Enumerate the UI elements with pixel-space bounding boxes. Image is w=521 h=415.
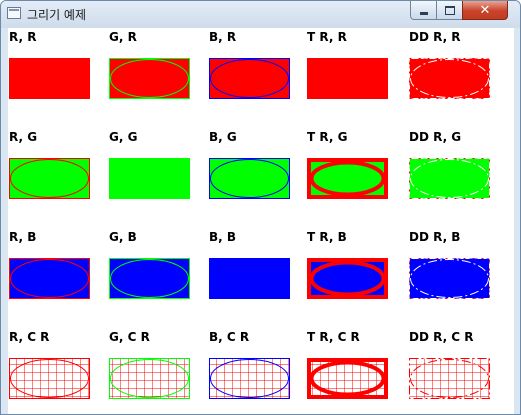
- sample-ellipse: [110, 59, 189, 98]
- shape-label: R, R: [9, 30, 37, 44]
- title-bar[interactable]: 그리기 예제 ✕: [1, 1, 520, 28]
- sample-ellipse: [210, 59, 289, 98]
- shape-label: T R, B: [307, 230, 347, 244]
- maximize-icon: [444, 5, 455, 15]
- sample-ellipse: [309, 160, 386, 197]
- shape-sample: [409, 158, 490, 199]
- sample-dash-outline: [409, 58, 490, 99]
- shape-label: DD R, C R: [409, 330, 474, 344]
- sample-ellipse: [410, 159, 489, 198]
- shape-label: DD R, B: [409, 230, 461, 244]
- sample-ellipse: [10, 359, 89, 398]
- shape-label: R, C R: [9, 330, 50, 344]
- shape-label: B, B: [209, 230, 237, 244]
- shape-sample: [9, 358, 90, 399]
- shape-label: B, C R: [209, 330, 250, 344]
- shape-sample: [209, 258, 290, 299]
- shape-sample: [307, 358, 388, 399]
- sample-ellipse: [110, 159, 189, 198]
- shape-label: G, B: [109, 230, 137, 244]
- shape-sample: [409, 358, 490, 399]
- drawing-surface: [9, 58, 490, 399]
- shape-label: T R, G: [307, 130, 348, 144]
- shape-label: G, G: [109, 130, 138, 144]
- shape-sample: [109, 58, 190, 99]
- sample-ellipse: [309, 360, 386, 397]
- shape-sample: [109, 158, 190, 199]
- sample-ellipse: [410, 259, 489, 298]
- shape-sample: [209, 358, 290, 399]
- shape-label: T R, R: [307, 30, 347, 44]
- shape-sample: [307, 258, 388, 299]
- maximize-button[interactable]: [436, 1, 463, 20]
- shape-label: R, B: [9, 230, 37, 244]
- sample-ellipse: [210, 159, 289, 198]
- sample-ellipse: [10, 59, 89, 98]
- app-window-icon[interactable]: [7, 7, 21, 19]
- shape-label: DD R, R: [409, 30, 461, 44]
- shape-sample: [307, 58, 388, 99]
- shape-sample: [409, 58, 490, 99]
- shape-label: G, R: [109, 30, 137, 44]
- close-button[interactable]: ✕: [462, 1, 508, 20]
- sample-ellipse: [210, 359, 289, 398]
- sample-dash-outline: [409, 158, 490, 199]
- sample-dash-outline: [409, 258, 490, 299]
- window-title: 그리기 예제: [27, 8, 87, 22]
- shape-sample: [9, 158, 90, 199]
- minimize-button[interactable]: [410, 1, 437, 20]
- shape-sample: [109, 358, 190, 399]
- sample-ellipse: [410, 359, 489, 398]
- shape-sample: [209, 58, 290, 99]
- shape-sample: [307, 158, 388, 199]
- shape-sample: [109, 258, 190, 299]
- shape-label: B, G: [209, 130, 237, 144]
- drawing-canvas: R, R G, R B, R T R, R DD R, R R, G G, G B, G T R…: [8, 28, 514, 414]
- shape-label: G, C R: [109, 330, 150, 344]
- shape-sample: [209, 158, 290, 199]
- sample-ellipse: [110, 359, 189, 398]
- shape-label: B, R: [209, 30, 237, 44]
- sample-ellipse: [309, 260, 386, 297]
- shape-sample: [9, 258, 90, 299]
- sample-ellipse: [210, 259, 289, 298]
- shape-sample: [9, 58, 90, 99]
- shape-label: R, G: [9, 130, 38, 144]
- sample-ellipse: [110, 259, 189, 298]
- minimize-icon: [419, 11, 428, 15]
- shape-sample: [409, 258, 490, 299]
- close-icon: ✕: [479, 2, 491, 18]
- shape-label: DD R, G: [409, 130, 462, 144]
- sample-ellipse: [10, 259, 89, 298]
- shape-label: T R, C R: [307, 330, 360, 344]
- sample-ellipse: [10, 159, 89, 198]
- sample-ellipse: [410, 59, 489, 98]
- sample-ellipse: [309, 60, 386, 97]
